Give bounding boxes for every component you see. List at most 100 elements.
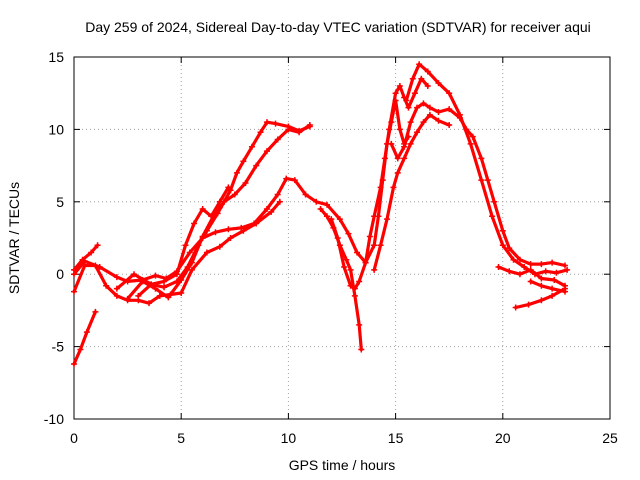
data-point [152, 285, 159, 292]
data-point [113, 292, 120, 299]
series-track-11 [371, 111, 453, 273]
data-point [71, 288, 77, 295]
series-line [136, 185, 230, 298]
data-point [418, 75, 425, 82]
data-point [414, 104, 421, 111]
data-point [225, 226, 232, 233]
data-point [499, 227, 506, 234]
data-point [356, 278, 363, 285]
data-point [263, 148, 270, 155]
series-track-14 [495, 263, 568, 289]
x-tick-label: 20 [495, 430, 511, 446]
data-point [302, 191, 309, 198]
series-track-12 [388, 100, 568, 269]
data-point [148, 281, 155, 288]
data-point [396, 126, 403, 133]
y-tick-label: -10 [44, 411, 64, 427]
data-point [401, 155, 408, 162]
data-point [527, 261, 534, 268]
data-point [446, 106, 453, 113]
data-point [92, 308, 99, 315]
data-point [253, 162, 260, 169]
data-point [328, 216, 335, 223]
data-point [227, 235, 234, 241]
data-point [178, 276, 185, 283]
data-point [564, 266, 571, 273]
data-point [561, 288, 568, 295]
data-point [388, 119, 395, 126]
data-point [272, 120, 279, 127]
data-point [561, 262, 568, 269]
data-point [199, 206, 206, 213]
data-point [435, 80, 442, 87]
data-point [291, 177, 298, 184]
data-point [392, 90, 399, 97]
y-tick-label: 5 [56, 194, 64, 210]
series-track-10 [371, 97, 412, 249]
data-point [336, 216, 343, 223]
series-track-6 [124, 119, 313, 302]
data-point [499, 242, 506, 249]
data-point [506, 268, 513, 275]
data-point [285, 123, 292, 130]
plot-frame [73, 56, 611, 420]
data-point [538, 297, 545, 304]
data-point [362, 259, 369, 266]
data-point [146, 300, 153, 307]
data-point [263, 206, 270, 213]
data-point [354, 249, 361, 256]
data-point [81, 262, 88, 269]
data-point [231, 191, 238, 198]
data-point [446, 90, 453, 97]
data-point [358, 346, 365, 353]
series-track-5 [113, 122, 313, 292]
data-series [71, 61, 571, 367]
data-point [435, 117, 442, 124]
data-point [409, 75, 416, 82]
data-point [403, 97, 410, 104]
series-track-7 [135, 184, 232, 299]
y-tick-label: 15 [48, 49, 64, 65]
y-axis-label: SDTVAR / TECUs [6, 182, 22, 294]
data-point [242, 179, 249, 186]
data-point [521, 263, 528, 270]
data-point [94, 242, 101, 249]
data-point [516, 256, 523, 263]
series-track-16 [527, 278, 568, 295]
data-point [347, 266, 354, 273]
data-point [334, 235, 341, 241]
data-point [366, 233, 373, 240]
series-line [372, 113, 451, 272]
data-point [268, 208, 275, 215]
x-tick-label: 15 [388, 430, 404, 446]
series-line [72, 310, 97, 366]
data-point [186, 249, 193, 256]
data-point [516, 271, 523, 278]
data-point [152, 272, 159, 279]
data-point [248, 143, 255, 150]
data-point [257, 129, 264, 136]
data-point [420, 100, 427, 107]
x-tick-label: 5 [177, 430, 185, 446]
data-point [317, 206, 324, 213]
data-point [394, 155, 401, 162]
series-track-2 [71, 175, 378, 285]
x-tick-label: 0 [70, 430, 78, 446]
data-point [188, 259, 195, 266]
series-line [126, 120, 312, 301]
data-point [351, 292, 358, 299]
data-point [356, 321, 363, 328]
data-point [113, 285, 120, 292]
data-point [216, 198, 223, 205]
data-point [233, 169, 240, 176]
data-point [341, 263, 348, 270]
data-point [377, 242, 384, 249]
data-point [549, 285, 556, 292]
grid [73, 56, 611, 420]
data-point [276, 198, 283, 205]
data-point [388, 140, 395, 147]
series-track-13 [403, 61, 571, 278]
data-point [420, 119, 427, 126]
data-point [484, 177, 491, 184]
